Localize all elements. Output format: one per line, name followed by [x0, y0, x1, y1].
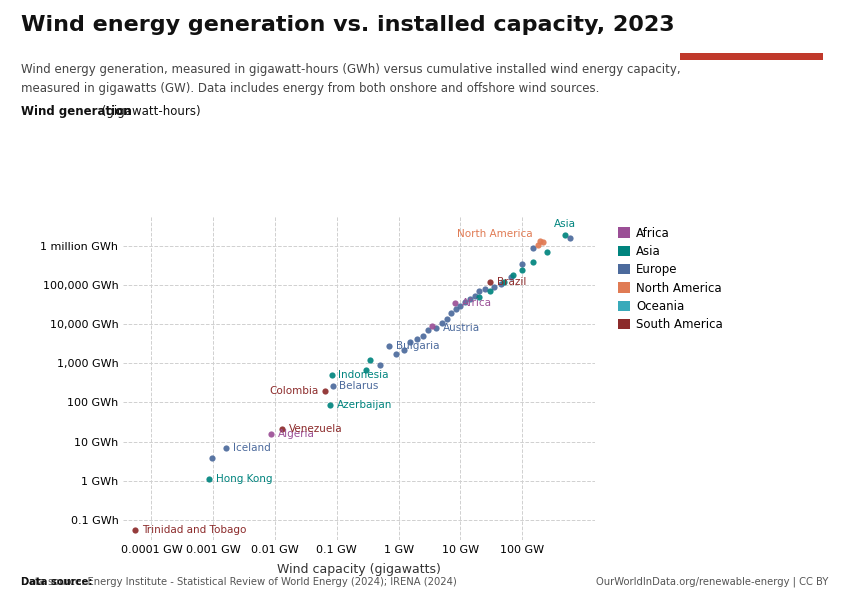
Point — [128, 525, 142, 535]
Point — [205, 453, 218, 463]
Point — [435, 318, 449, 328]
Text: Algeria: Algeria — [278, 428, 314, 439]
Text: Iceland: Iceland — [233, 443, 270, 452]
Text: OurWorldInData.org/renewable-energy | CC BY: OurWorldInData.org/renewable-energy | CC… — [597, 576, 829, 587]
Point — [397, 346, 411, 355]
Point — [506, 271, 519, 280]
Point — [468, 291, 482, 301]
Text: Indonesia: Indonesia — [338, 370, 389, 380]
Text: in Data: in Data — [728, 33, 775, 46]
Text: Wind energy generation vs. installed capacity, 2023: Wind energy generation vs. installed cap… — [21, 15, 675, 35]
Point — [536, 237, 550, 247]
Point — [219, 443, 233, 452]
Point — [473, 292, 486, 302]
Point — [462, 294, 476, 304]
Point — [319, 386, 332, 395]
Point — [540, 248, 553, 257]
Point — [422, 326, 435, 335]
Point — [459, 297, 473, 307]
Text: North America: North America — [457, 229, 533, 239]
Point — [325, 370, 338, 380]
Point — [389, 349, 403, 358]
Text: Wind energy generation, measured in gigawatt-hours (GWh) versus cumulative insta: Wind energy generation, measured in giga… — [21, 63, 681, 76]
Point — [483, 278, 496, 287]
Text: Wind generation: Wind generation — [21, 105, 132, 118]
Point — [531, 240, 545, 250]
Text: Trinidad and Tobago: Trinidad and Tobago — [142, 525, 246, 535]
Point — [487, 283, 501, 292]
Text: (gigawatt-hours): (gigawatt-hours) — [98, 105, 201, 118]
Text: Asia: Asia — [554, 220, 576, 229]
Point — [479, 284, 492, 294]
Point — [515, 259, 529, 269]
Point — [326, 382, 339, 391]
Point — [504, 272, 518, 282]
Point — [533, 236, 547, 246]
Point — [448, 298, 462, 308]
Point — [416, 331, 430, 341]
Text: Bulgaria: Bulgaria — [396, 341, 439, 351]
Point — [444, 308, 457, 317]
Text: Our World: Our World — [718, 18, 785, 31]
Point — [360, 365, 373, 374]
Point — [382, 341, 396, 351]
Point — [275, 424, 289, 434]
Point — [526, 244, 540, 253]
Point — [411, 334, 424, 344]
Point — [373, 361, 387, 370]
Point — [497, 278, 511, 287]
Point — [429, 323, 443, 333]
Text: Belarus: Belarus — [339, 382, 379, 391]
Text: Data source: Energy Institute - Statistical Review of World Energy (2024); IRENA: Data source: Energy Institute - Statisti… — [21, 577, 457, 587]
Point — [494, 279, 507, 289]
Text: Hong Kong: Hong Kong — [216, 474, 272, 484]
Point — [526, 257, 540, 267]
Point — [202, 474, 216, 484]
Legend: Africa, Asia, Europe, North America, Oceania, South America: Africa, Asia, Europe, North America, Oce… — [614, 222, 728, 336]
Text: Colombia: Colombia — [269, 386, 319, 396]
Point — [483, 287, 496, 296]
Text: Austria: Austria — [443, 323, 480, 333]
Bar — [680, 53, 823, 60]
Point — [564, 233, 577, 243]
Point — [558, 230, 572, 240]
Point — [454, 301, 468, 311]
X-axis label: Wind capacity (gigawatts): Wind capacity (gigawatts) — [277, 563, 441, 576]
Point — [450, 304, 463, 314]
Point — [515, 265, 529, 275]
Text: measured in gigawatts (GW). Data includes energy from both onshore and offshore : measured in gigawatts (GW). Data include… — [21, 82, 599, 95]
Text: Azerbaijan: Azerbaijan — [337, 400, 392, 410]
Point — [426, 322, 439, 331]
Point — [323, 400, 337, 409]
Text: Brazil: Brazil — [497, 277, 526, 287]
Point — [473, 287, 486, 296]
Text: Data source:: Data source: — [21, 577, 93, 587]
Point — [364, 356, 377, 365]
Point — [403, 337, 416, 347]
Point — [264, 429, 277, 439]
Point — [440, 314, 454, 323]
Text: Venezuela: Venezuela — [289, 424, 343, 434]
Text: Africa: Africa — [462, 298, 491, 308]
